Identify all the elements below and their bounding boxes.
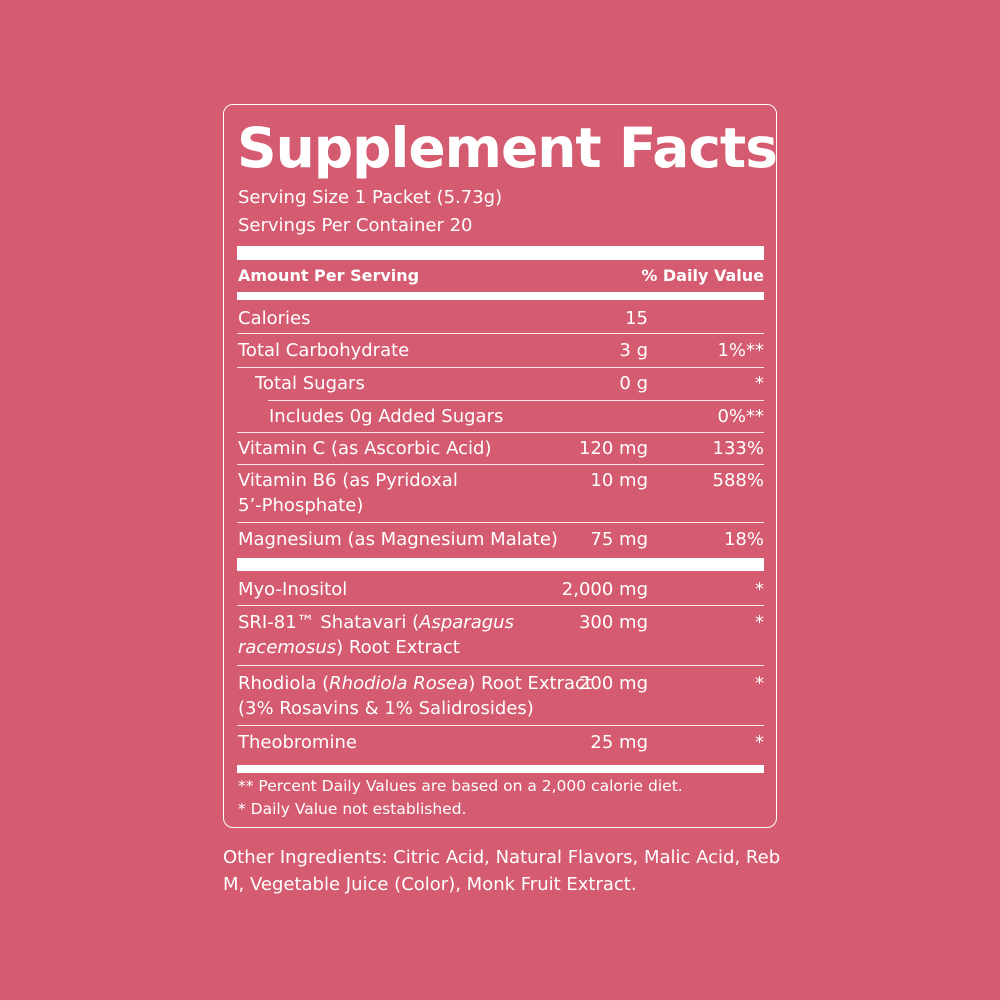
row-divider: [268, 400, 764, 401]
thick-divider: [237, 558, 764, 571]
ingredient-dv: *: [755, 612, 764, 633]
nutrient-dv: *: [755, 373, 764, 394]
facts-title: Supplement Facts: [237, 116, 778, 180]
nutrient-dv: 588%: [712, 470, 764, 491]
ingredient-name: Theobromine: [238, 732, 357, 753]
nutrient-name: Includes 0g Added Sugars: [269, 406, 504, 427]
ingredient-name: Rhodiola (Rhodiola Rosea) Root Extract (…: [238, 673, 592, 719]
nutrient-name: Vitamin B6 (as Pyridoxal 5’-Phosphate): [238, 470, 458, 516]
row-divider: [237, 665, 764, 666]
row-divider: [237, 464, 764, 465]
medium-divider: [237, 765, 764, 773]
ingredient-dv: *: [755, 732, 764, 753]
ingredient-name: SRI-81™ Shatavari (Asparagus racemosus) …: [238, 612, 514, 658]
nutrient-name: Total Sugars: [255, 373, 365, 394]
thick-divider: [237, 246, 764, 260]
ingredient-amount: 200 mg: [578, 673, 648, 694]
ingredient-amount: 2,000 mg: [561, 579, 648, 600]
row-divider: [237, 605, 764, 606]
nutrient-dv: 18%: [723, 529, 764, 550]
nutrient-amount: 75 mg: [590, 529, 648, 550]
nutrient-name: Magnesium (as Magnesium Malate): [238, 529, 558, 550]
servings-per-container: Servings Per Container 20: [238, 215, 473, 236]
nutrient-name: Total Carbohydrate: [238, 340, 410, 361]
row-divider: [237, 333, 764, 334]
row-divider: [237, 725, 764, 726]
amount-per-serving-label: Amount Per Serving: [238, 266, 420, 285]
nutrient-dv: 133%: [712, 438, 764, 459]
ingredient-dv: *: [755, 673, 764, 694]
daily-value-label: % Daily Value: [641, 266, 764, 285]
nutrient-amount: 0 g: [619, 373, 648, 394]
nutrient-amount: 3 g: [619, 340, 648, 361]
row-divider: [237, 522, 764, 523]
medium-divider: [237, 292, 764, 300]
supplement-facts-panel: [223, 104, 777, 828]
row-divider: [237, 432, 764, 433]
serving-size: Serving Size 1 Packet (5.73g): [238, 187, 503, 208]
footnote-daily-values: ** Percent Daily Values are based on a 2…: [238, 777, 683, 795]
ingredient-amount: 25 mg: [590, 732, 648, 753]
nutrient-dv: 1%**: [717, 340, 764, 361]
nutrient-name: Calories: [238, 308, 311, 329]
nutrient-amount: 15: [625, 308, 648, 329]
ingredient-amount: 300 mg: [578, 612, 648, 633]
other-ingredients: Other Ingredients: Citric Acid, Natural …: [223, 847, 781, 895]
nutrient-amount: 10 mg: [590, 470, 648, 491]
ingredient-dv: *: [755, 579, 764, 600]
nutrient-dv: 0%**: [717, 406, 764, 427]
footnote-not-established: * Daily Value not established.: [238, 800, 467, 818]
ingredient-name: Myo-Inositol: [238, 579, 348, 600]
row-divider: [237, 367, 764, 368]
nutrient-amount: 120 mg: [578, 438, 648, 459]
nutrient-name: Vitamin C (as Ascorbic Acid): [238, 438, 492, 459]
column-header: Amount Per Serving % Daily Value: [238, 266, 764, 285]
